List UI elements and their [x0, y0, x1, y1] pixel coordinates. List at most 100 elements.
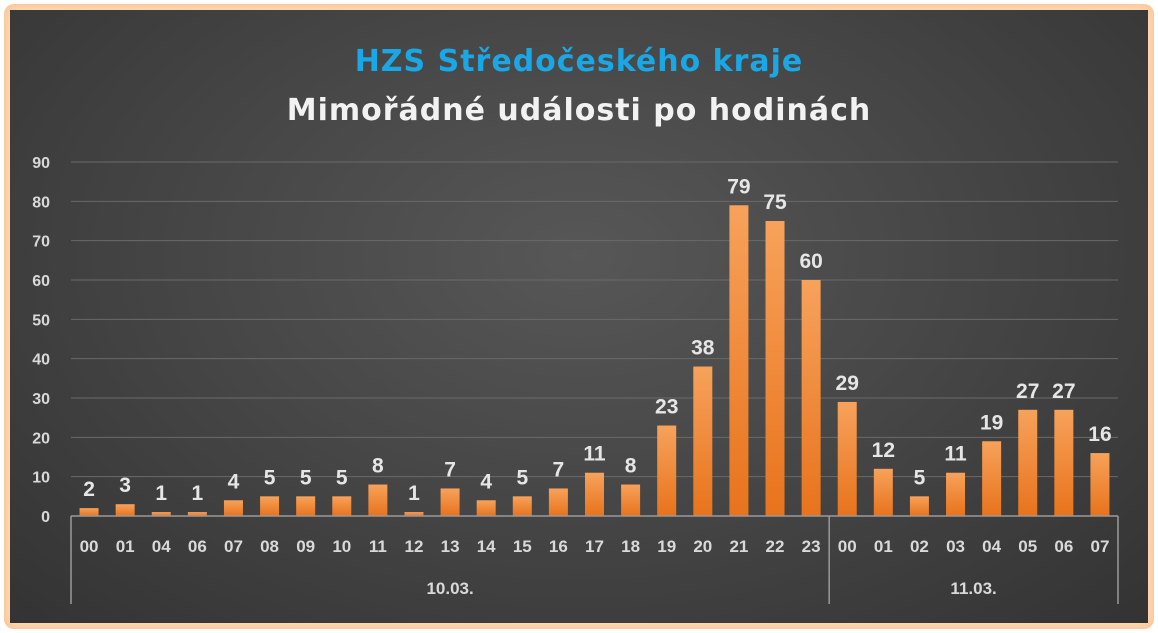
bar — [187, 512, 207, 516]
data-label: 60 — [799, 250, 822, 273]
bar — [440, 488, 460, 516]
data-label: 12 — [872, 439, 895, 462]
bar — [512, 496, 532, 516]
data-label: 27 — [1016, 380, 1039, 403]
x-tick-label: 13 — [441, 537, 460, 556]
y-tick-label: 90 — [32, 155, 50, 172]
x-tick-label: 07 — [1090, 537, 1109, 556]
chart-subtitle: Mimořádné události po hodinách — [287, 93, 872, 128]
data-label: 1 — [408, 482, 420, 505]
bar — [1054, 409, 1074, 516]
bar — [982, 441, 1002, 516]
y-tick-label: 0 — [41, 509, 50, 526]
bar — [585, 472, 604, 516]
data-label: 29 — [836, 372, 859, 395]
data-label: 7 — [444, 458, 456, 481]
data-label: 5 — [300, 466, 312, 489]
bar — [79, 508, 99, 516]
data-label: 2 — [83, 478, 95, 501]
bar — [548, 488, 568, 516]
x-tick-label: 05 — [1018, 537, 1037, 556]
x-tick-label: 19 — [657, 537, 676, 556]
x-tick-label: 11 — [369, 537, 387, 556]
x-tick-label: 21 — [729, 537, 748, 556]
x-tick-label: 07 — [224, 537, 243, 556]
data-label: 16 — [1088, 423, 1111, 446]
data-label: 5 — [516, 466, 528, 489]
bar — [1090, 453, 1110, 516]
data-label: 38 — [691, 337, 715, 360]
data-label: 11 — [583, 443, 606, 466]
data-label: 19 — [980, 411, 1003, 434]
bar — [657, 425, 677, 516]
x-tick-label: 12 — [405, 537, 424, 556]
y-tick-label: 60 — [32, 273, 50, 290]
chart-panel — [10, 10, 1148, 623]
bar — [1018, 409, 1038, 516]
data-label: 23 — [655, 396, 678, 419]
bar — [837, 401, 857, 516]
x-tick-label: 22 — [766, 537, 785, 556]
data-label: 1 — [192, 482, 204, 505]
data-label: 3 — [119, 474, 131, 497]
bar — [946, 472, 966, 516]
x-tick-label: 04 — [982, 537, 1001, 556]
bar — [368, 484, 388, 516]
bar — [115, 504, 135, 516]
x-tick-label: 10 — [332, 537, 351, 556]
x-tick-label: 23 — [802, 537, 821, 556]
x-tick-label: 16 — [549, 537, 568, 556]
y-tick-label: 70 — [32, 234, 50, 251]
gridlines — [71, 161, 1118, 478]
y-axis-ticks: 0 10 20 30 40 50 60 70 80 90 — [32, 155, 50, 526]
data-label: 75 — [763, 191, 787, 214]
x-tick-label: 06 — [188, 537, 207, 556]
bar — [621, 484, 641, 516]
x-tick-label: 06 — [1054, 537, 1073, 556]
x-tick-label: 01 — [116, 537, 135, 556]
data-label: 11 — [944, 443, 967, 466]
data-label: 8 — [372, 455, 384, 478]
data-label: 5 — [914, 466, 926, 489]
bar — [476, 500, 496, 516]
x-tick-label: 20 — [693, 537, 712, 556]
x-tick-label: 14 — [477, 537, 496, 556]
bar — [151, 512, 171, 516]
bar — [693, 366, 713, 516]
x-tick-label: 00 — [80, 537, 99, 556]
data-label: 27 — [1052, 380, 1075, 403]
data-label: 4 — [480, 470, 492, 493]
data-label: 4 — [228, 470, 240, 493]
y-tick-label: 80 — [32, 194, 50, 211]
group-label: 10.03. — [426, 579, 473, 598]
y-tick-label: 50 — [32, 312, 50, 329]
x-tick-label: 04 — [152, 537, 171, 556]
bar — [765, 221, 785, 516]
x-tick-label: 01 — [874, 537, 893, 556]
bar — [404, 512, 424, 516]
x-tick-label: 02 — [910, 537, 929, 556]
data-label: 1 — [155, 482, 167, 505]
bar — [873, 468, 893, 516]
bar — [260, 496, 280, 516]
data-label: 5 — [336, 466, 348, 489]
chart-title: HZS Středočeského kraje — [355, 44, 804, 79]
y-tick-label: 30 — [32, 391, 50, 408]
x-tick-label: 00 — [838, 537, 857, 556]
x-tick-label: 15 — [513, 537, 532, 556]
x-tick-label: 18 — [621, 537, 640, 556]
x-tick-label: 08 — [260, 537, 279, 556]
bars — [79, 205, 1110, 516]
data-label: 8 — [625, 455, 637, 478]
data-label: 7 — [553, 458, 565, 481]
data-label: 5 — [264, 466, 276, 489]
bar — [729, 205, 749, 516]
bar — [223, 500, 243, 516]
y-tick-label: 20 — [32, 430, 50, 447]
group-label: 11.03. — [950, 579, 996, 598]
x-tick-label: 03 — [946, 537, 965, 556]
x-tick-label: 17 — [585, 537, 604, 556]
